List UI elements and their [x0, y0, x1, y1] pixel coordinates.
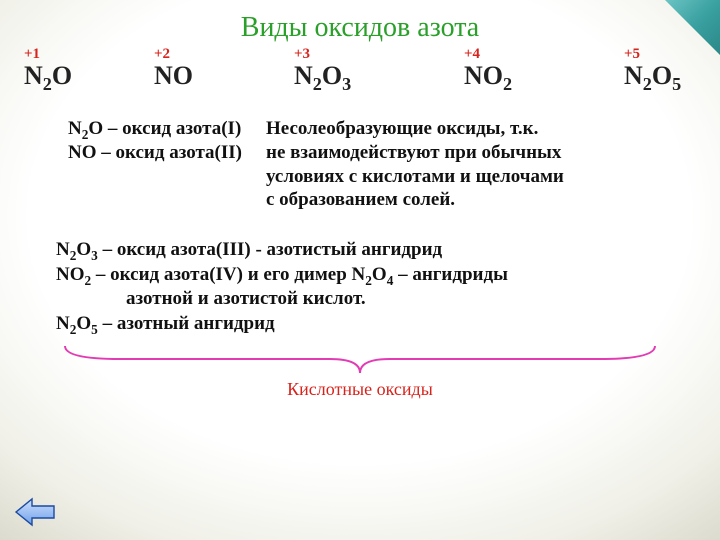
- acidic-line: N2O3 – оксид азота(III) - азотистый анги…: [56, 238, 692, 263]
- nonsalt-block: N2O – оксид азота(I)NO – оксид азота(II)…: [68, 117, 692, 212]
- back-arrow-button[interactable]: [14, 496, 56, 528]
- acidic-line: N2O5 – азотный ангидрид: [56, 312, 692, 337]
- oxide-column: +5N2O5: [624, 46, 684, 89]
- oxide-column: +2NO: [154, 46, 294, 89]
- title-text: Виды оксидов азота: [241, 12, 479, 43]
- curly-brace: [60, 343, 660, 377]
- oxide-formula: N2O: [24, 63, 72, 89]
- nonsalt-right-line: не взаимодействуют при обычных: [266, 141, 564, 165]
- nonsalt-right: Несолеобразующие оксиды, т.к.не взаимоде…: [266, 117, 564, 212]
- oxide-formula: N2O3: [294, 63, 351, 89]
- acidic-line: NO2 – оксид азота(IV) и его димер N2O4 –…: [56, 263, 692, 288]
- oxide-row: +1N2O+2NO+3N2O3+4NO2+5N2O5: [0, 46, 720, 89]
- caption-text: Кислотные оксиды: [287, 379, 433, 399]
- nonsalt-left: N2O – оксид азота(I)NO – оксид азота(II): [68, 117, 242, 212]
- oxide-column: +4NO2: [464, 46, 624, 89]
- acidic-block: N2O3 – оксид азота(III) - азотистый анги…: [56, 238, 692, 337]
- back-arrow-icon: [16, 499, 54, 525]
- acidic-line: азотной и азотистой кислот.: [56, 287, 692, 312]
- brace-path: [65, 346, 655, 373]
- nonsalt-right-line: с образованием солей.: [266, 188, 564, 212]
- nonsalt-left-line: N2O – оксид азота(I): [68, 117, 242, 141]
- oxide-formula: NO: [154, 63, 193, 89]
- oxide-formula: N2O5: [624, 63, 681, 89]
- oxide-column: +1N2O: [24, 46, 154, 89]
- nonsalt-right-line: условиях с кислотами и щелочами: [266, 165, 564, 189]
- acidic-caption: Кислотные оксиды: [0, 379, 720, 400]
- nonsalt-right-line: Несолеобразующие оксиды, т.к.: [266, 117, 564, 141]
- slide-title: Виды оксидов азота: [0, 0, 720, 44]
- nonsalt-left-line: NO – оксид азота(II): [68, 141, 242, 165]
- oxide-column: +3N2O3: [294, 46, 464, 89]
- oxide-formula: NO2: [464, 63, 512, 89]
